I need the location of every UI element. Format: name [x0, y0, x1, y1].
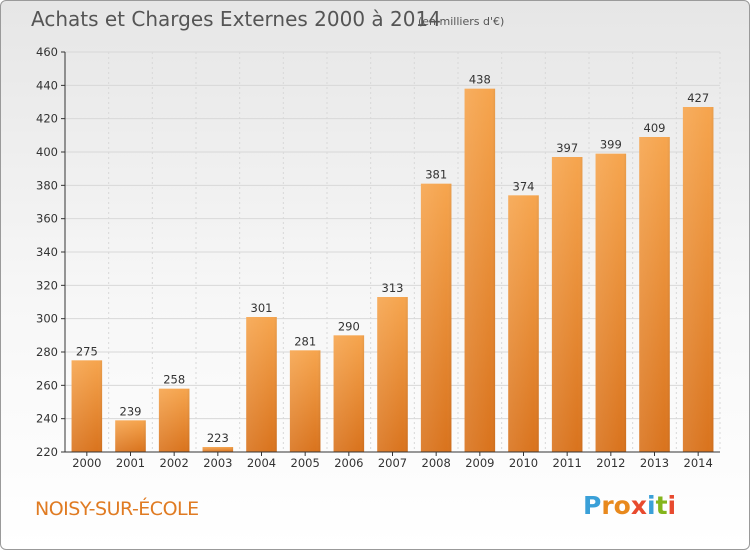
value-label: 290 [338, 319, 360, 333]
y-tick-label: 260 [36, 378, 58, 392]
value-label: 301 [251, 301, 273, 315]
logo-letter: P [583, 491, 602, 520]
y-tick-label: 420 [36, 112, 58, 126]
value-label: 374 [513, 179, 535, 193]
value-label: 381 [425, 168, 447, 182]
logo-letter: r [601, 491, 614, 520]
y-tick-label: 380 [36, 178, 58, 192]
logo-letter: o [613, 491, 631, 520]
y-tick-label: 360 [36, 212, 58, 226]
value-label: 427 [687, 91, 709, 105]
y-tick-label: 240 [36, 412, 58, 426]
chart-title: Achats et Charges Externes 2000 à 2014 [31, 7, 441, 31]
bar-shade [420, 183, 452, 452]
x-tick-label: 2014 [684, 456, 713, 470]
y-tick-label: 300 [36, 312, 58, 326]
x-tick-label: 2008 [422, 456, 451, 470]
y-tick-label: 340 [36, 245, 58, 259]
bar-shade [158, 388, 190, 452]
x-tick-label: 2010 [509, 456, 538, 470]
logo-letter: i [667, 491, 677, 520]
logo-letter: i [647, 491, 656, 520]
x-tick-label: 2006 [334, 456, 363, 470]
bar-shade [71, 360, 103, 452]
x-tick-label: 2000 [72, 456, 101, 470]
bar-shade [551, 157, 583, 452]
bar-shade [639, 137, 670, 452]
value-label: 275 [76, 344, 98, 358]
value-label: 223 [207, 431, 229, 445]
bar-shade [333, 335, 365, 452]
x-tick-label: 2007 [378, 456, 407, 470]
bar-shade [464, 88, 496, 453]
y-tick-label: 460 [36, 45, 58, 59]
value-label: 399 [600, 138, 622, 152]
logo-letter: x [630, 491, 647, 520]
y-tick-label: 320 [36, 278, 58, 292]
y-tick-label: 400 [36, 145, 58, 159]
value-label: 409 [644, 121, 666, 135]
value-label: 438 [469, 73, 491, 87]
x-tick-label: 2011 [553, 456, 582, 470]
x-tick-label: 2013 [640, 456, 669, 470]
x-tick-label: 2003 [203, 456, 232, 470]
bar-shade [595, 153, 627, 452]
x-tick-label: 2012 [596, 456, 625, 470]
y-tick-label: 280 [36, 345, 58, 359]
bar-shade [508, 195, 539, 453]
value-label: 239 [120, 404, 142, 418]
bar-shade [682, 107, 714, 452]
x-tick-label: 2009 [465, 456, 494, 470]
y-tick-label: 220 [36, 445, 58, 459]
value-label: 313 [382, 281, 404, 295]
bars [71, 88, 714, 453]
x-tick-label: 2001 [116, 456, 145, 470]
axes: 220 240 260 280 300 320 340 360 380 400 420 440 460 2… [36, 45, 720, 470]
proxiti-logo: Proxiti [583, 491, 676, 520]
bar-shade [246, 317, 277, 452]
value-label: 281 [294, 334, 316, 348]
bar-shade [289, 350, 321, 452]
logo-letter: t [655, 491, 668, 520]
bar-shade [115, 420, 146, 452]
commune-name: NOISY-SUR-ÉCOLE [35, 498, 199, 520]
y-tick-label: 440 [36, 78, 58, 92]
x-tick-label: 2002 [160, 456, 189, 470]
x-tick-label: 2004 [247, 456, 276, 470]
x-tick-label: 2005 [291, 456, 320, 470]
chart-unit: (en milliers d'€) [418, 15, 505, 28]
value-label: 258 [163, 373, 185, 387]
value-label: 397 [556, 141, 578, 155]
bar-shade [377, 297, 408, 452]
value-labels: 275 239 258 223 301 281 290 313 381 438 374 397 399 4… [76, 73, 709, 445]
bar-shade [202, 447, 234, 452]
